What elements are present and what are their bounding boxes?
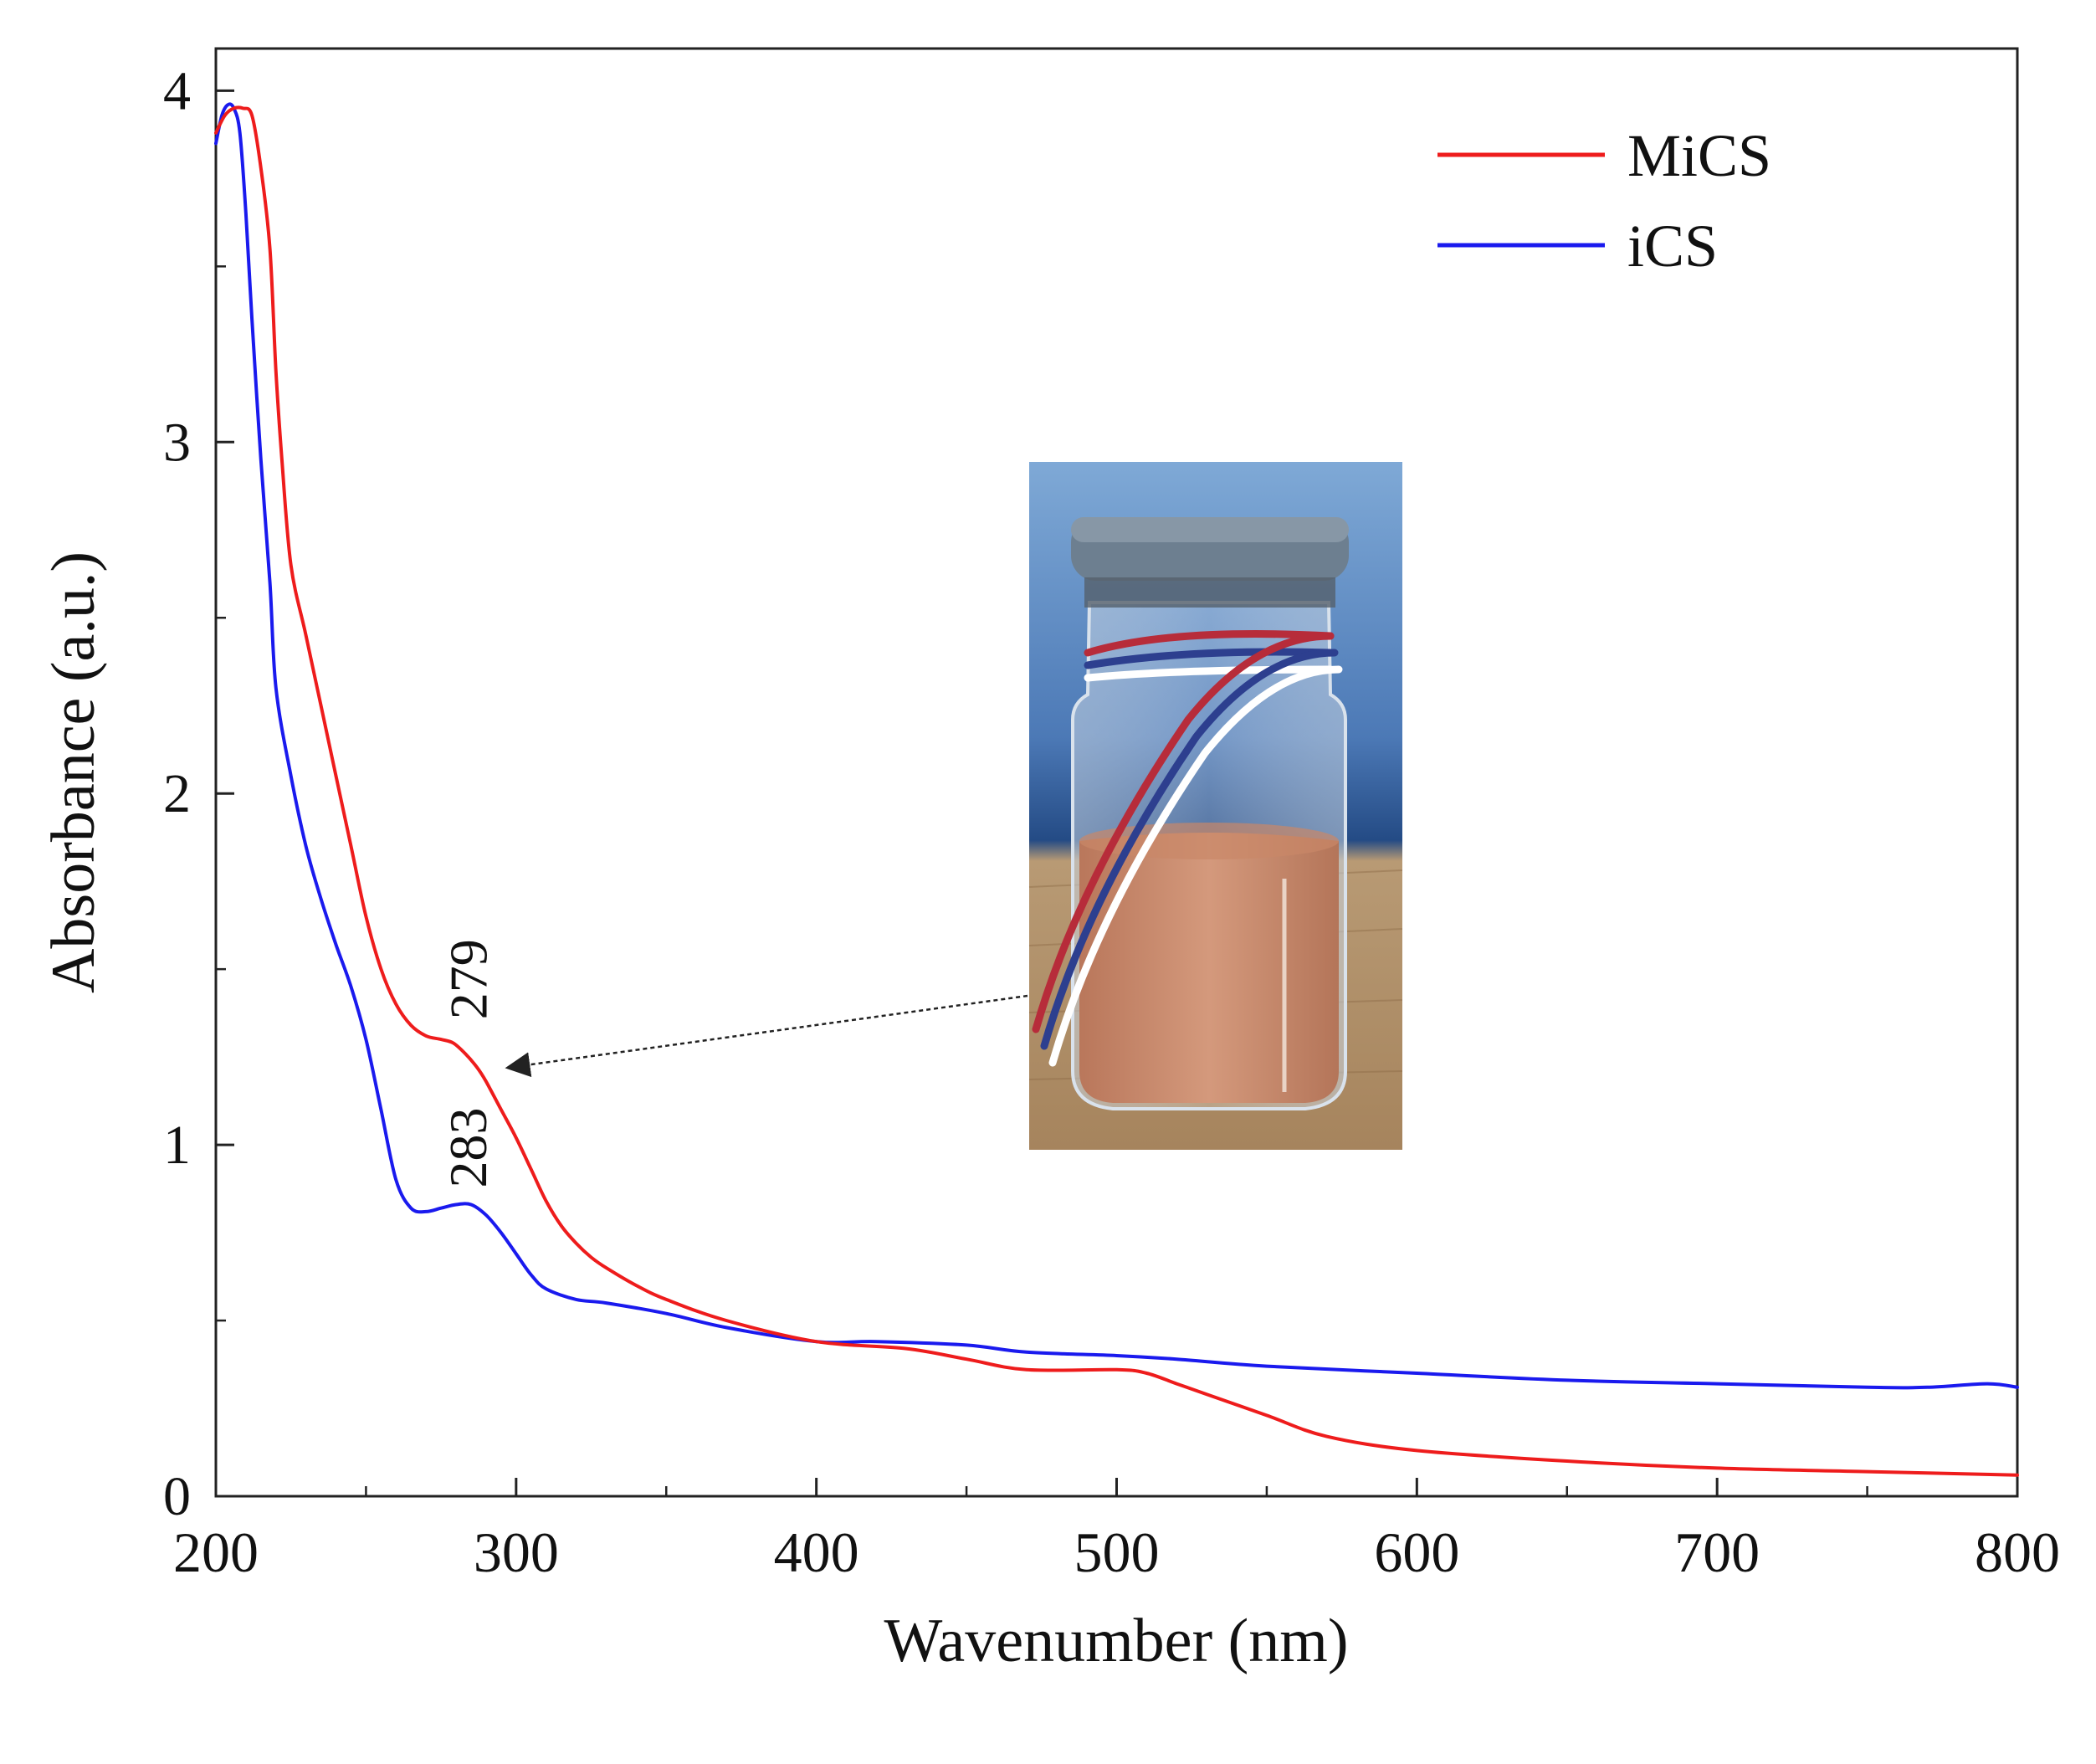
x-tick-label: 500 [1074, 1520, 1160, 1584]
x-axis-ticks: 200 300 400 500 600 700 800 [173, 1478, 2060, 1584]
annotation-layer: 279 283 [438, 939, 499, 1187]
y-tick-label: 1 [163, 1115, 191, 1176]
x-tick-label: 200 [173, 1520, 259, 1584]
inset-vial-photo [1028, 462, 1403, 1150]
y-tick-label: 2 [163, 763, 191, 824]
y-tick-label: 4 [163, 60, 191, 121]
x-tick-label: 300 [474, 1520, 559, 1584]
x-tick-label: 800 [1975, 1520, 2060, 1584]
series-line-mics [214, 105, 2019, 1477]
x-axis-label: Wavenumber (nm) [884, 1607, 1349, 1675]
legend-label-ics: iCS [1627, 213, 1718, 279]
peak-label-279: 279 [439, 939, 499, 1019]
series-line-ics [214, 102, 2019, 1390]
peak-label-283: 283 [438, 1108, 498, 1188]
series-layer [214, 102, 2019, 1477]
y-axis-label: Absorbance (a.u.) [39, 551, 108, 993]
x-tick-label: 600 [1374, 1520, 1459, 1584]
x-tick-label: 700 [1674, 1520, 1760, 1584]
legend: MiCS iCS [1437, 122, 1771, 279]
y-tick-label: 3 [163, 412, 191, 473]
legend-label-mics: MiCS [1627, 122, 1771, 189]
inset-arrow [505, 994, 1028, 1078]
y-tick-label: 0 [163, 1466, 191, 1527]
x-tick-label: 400 [774, 1520, 859, 1584]
y-axis-ticks: 0 1 2 3 4 [163, 60, 234, 1527]
